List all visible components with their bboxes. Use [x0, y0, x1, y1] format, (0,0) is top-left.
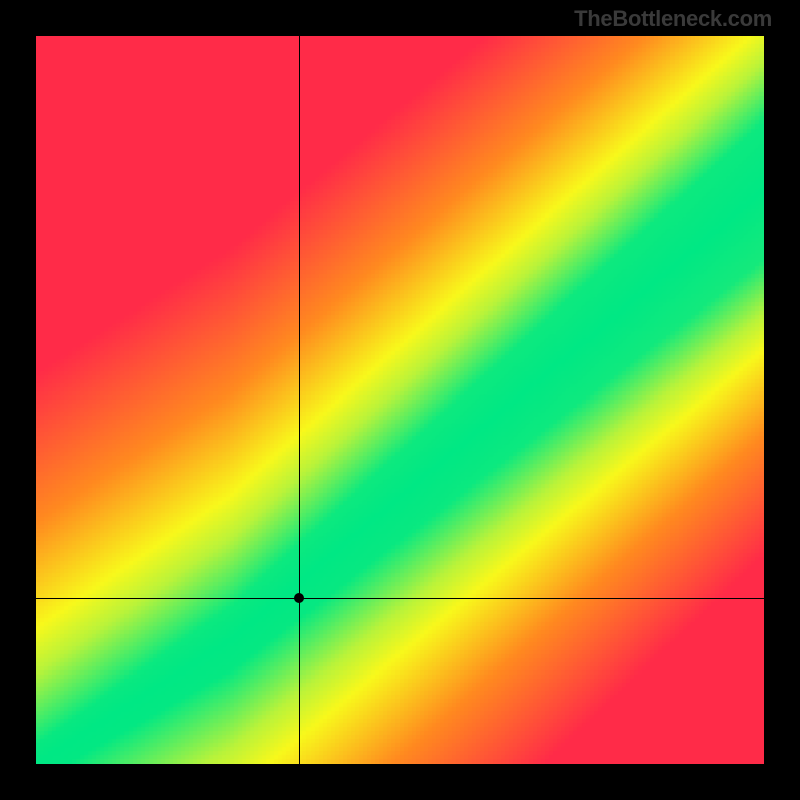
watermark-text: TheBottleneck.com — [574, 6, 772, 32]
crosshair-marker — [294, 593, 304, 603]
crosshair-horizontal — [36, 598, 764, 599]
crosshair-vertical — [299, 36, 300, 764]
heatmap-plot — [36, 36, 764, 764]
heatmap-canvas — [36, 36, 764, 764]
